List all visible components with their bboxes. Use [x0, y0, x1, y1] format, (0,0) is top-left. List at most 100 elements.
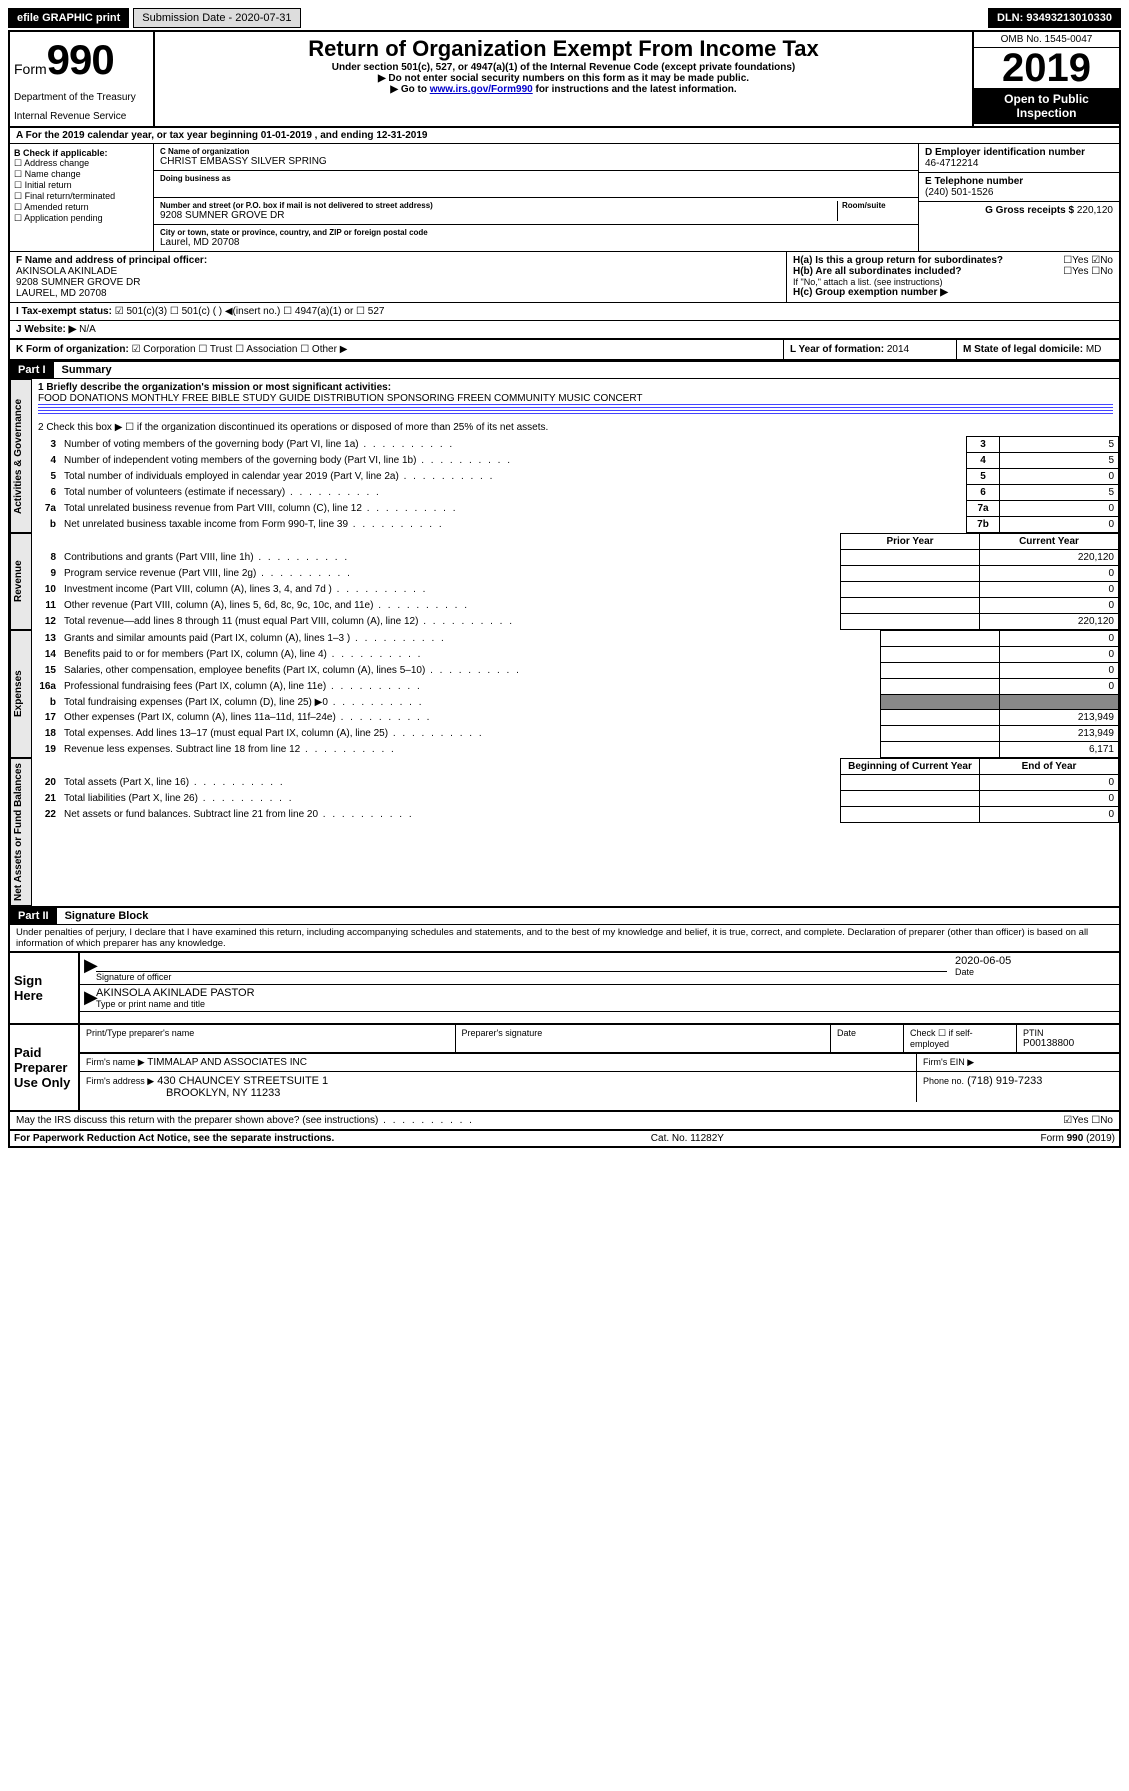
- vtab-expenses: Expenses: [10, 630, 32, 758]
- firm-phone-label: Phone no.: [923, 1076, 964, 1086]
- self-employed-check[interactable]: Check ☐ if self-employed: [910, 1028, 1010, 1049]
- h-b-label: H(b) Are all subordinates included?: [793, 266, 962, 277]
- discuss-label: May the IRS discuss this return with the…: [16, 1115, 378, 1126]
- box-b-title: B Check if applicable:: [14, 148, 149, 158]
- domicile: MD: [1086, 344, 1102, 355]
- part1-body: Activities & Governance 1 Briefly descri…: [10, 379, 1119, 533]
- org-name: CHRIST EMBASSY SILVER SPRING: [160, 156, 912, 167]
- h-a-label: H(a) Is this a group return for subordin…: [793, 255, 1003, 266]
- part1-badge: Part I: [10, 362, 54, 378]
- title-cell: Return of Organization Exempt From Incom…: [155, 32, 972, 126]
- vtab-governance: Activities & Governance: [10, 379, 32, 533]
- mission-label: 1 Briefly describe the organization's mi…: [38, 382, 1113, 393]
- dln-label: DLN: 93493213010330: [988, 8, 1121, 28]
- domicile-label: M State of legal domicile:: [963, 344, 1083, 355]
- h-c-label: H(c) Group exemption number ▶: [793, 287, 948, 298]
- box-b: B Check if applicable: ☐ Address change☐…: [10, 144, 154, 251]
- expenses-table: 13Grants and similar amounts paid (Part …: [32, 630, 1119, 758]
- row-a-period: A For the 2019 calendar year, or tax yea…: [10, 128, 1119, 144]
- city-state-zip: Laurel, MD 20708: [160, 237, 912, 248]
- ptin-value: P00138800: [1023, 1038, 1113, 1049]
- officer-name-title: AKINSOLA AKINLADE PASTOR: [96, 987, 1115, 999]
- dept-irs: Internal Revenue Service: [14, 111, 149, 122]
- dept-treasury: Department of the Treasury: [14, 92, 149, 103]
- firm-name: TIMMALAP AND ASSOCIATES INC: [147, 1057, 307, 1068]
- line2-checkbox[interactable]: 2 Check this box ▶ ☐ if the organization…: [32, 419, 1119, 436]
- box-b-option[interactable]: ☐ Application pending: [14, 213, 149, 224]
- tax-year: 2019: [974, 48, 1119, 88]
- discuss-yn[interactable]: ☑Yes ☐No: [1063, 1115, 1113, 1126]
- city-label: City or town, state or province, country…: [160, 228, 912, 237]
- box-b-option[interactable]: ☐ Initial return: [14, 180, 149, 191]
- instr-link[interactable]: www.irs.gov/Form990: [430, 84, 533, 95]
- submission-date-button[interactable]: Submission Date - 2020-07-31: [133, 8, 300, 28]
- dba-label: Doing business as: [160, 174, 912, 183]
- open-public-badge: Open to Public Inspection: [974, 88, 1119, 124]
- firm-addr2: BROOKLYN, NY 11233: [86, 1087, 280, 1099]
- sig-date-label: Date: [955, 967, 1115, 977]
- paid-preparer-section: Paid Preparer Use Only Print/Type prepar…: [10, 1023, 1119, 1110]
- part1-title: Summary: [54, 362, 120, 378]
- form-header: Form990 Department of the Treasury Inter…: [10, 32, 1119, 128]
- box-b-option[interactable]: ☐ Address change: [14, 158, 149, 169]
- vtab-netassets: Net Assets or Fund Balances: [10, 758, 32, 906]
- form-org-label: K Form of organization:: [16, 344, 129, 355]
- footer-form-num: 990: [1067, 1133, 1084, 1144]
- revenue-table: Prior YearCurrent Year8Contributions and…: [32, 533, 1119, 630]
- instr-ssn: ▶ Do not enter social security numbers o…: [163, 73, 964, 84]
- officer-name: AKINSOLA AKINLADE: [16, 266, 780, 277]
- room-label: Room/suite: [842, 201, 912, 210]
- main-title: Return of Organization Exempt From Incom…: [163, 36, 964, 62]
- ptin-label: PTIN: [1023, 1028, 1113, 1038]
- efile-button[interactable]: efile GRAPHIC print: [8, 8, 129, 28]
- form-number: 990: [47, 36, 114, 83]
- sig-date: 2020-06-05: [955, 955, 1115, 967]
- gross-label: G Gross receipts $: [985, 205, 1074, 216]
- firm-phone: (718) 919-7233: [967, 1075, 1042, 1087]
- vtab-revenue: Revenue: [10, 533, 32, 630]
- gross-value: 220,120: [1077, 205, 1113, 216]
- form-org-opts[interactable]: ☑ Corporation ☐ Trust ☐ Association ☐ Ot…: [132, 344, 348, 355]
- ein-label: D Employer identification number: [925, 147, 1113, 158]
- h-b-yn[interactable]: ☐Yes ☐No: [1063, 266, 1113, 277]
- box-b-option[interactable]: ☐ Final return/terminated: [14, 191, 149, 202]
- prep-name-label: Print/Type preparer's name: [86, 1028, 449, 1038]
- h-b-note: If "No," attach a list. (see instruction…: [793, 277, 1113, 287]
- pra-notice: For Paperwork Reduction Act Notice, see …: [14, 1133, 334, 1144]
- tax-status-opts[interactable]: ☑ 501(c)(3) ☐ 501(c) ( ) ◀(insert no.) ☐…: [115, 306, 385, 317]
- type-name-label: Type or print name and title: [96, 999, 1115, 1009]
- instr-goto: ▶ Go to www.irs.gov/Form990 for instruct…: [163, 84, 964, 95]
- sign-arrow-icon-2: ▶: [84, 987, 96, 1009]
- box-d-e-g: D Employer identification number 46-4712…: [918, 144, 1119, 251]
- box-b-option[interactable]: ☐ Amended return: [14, 202, 149, 213]
- paid-preparer-label: Paid Preparer Use Only: [10, 1025, 78, 1110]
- prep-sig-label: Preparer's signature: [462, 1028, 825, 1038]
- box-h: H(a) Is this a group return for subordin…: [786, 252, 1119, 302]
- year-formation-label: L Year of formation:: [790, 344, 884, 355]
- instr-post: for instructions and the latest informat…: [533, 84, 737, 95]
- section-b-through-g: B Check if applicable: ☐ Address change☐…: [10, 144, 1119, 252]
- phone-value: (240) 501-1526: [925, 187, 1113, 198]
- year-formation: 2014: [887, 344, 909, 355]
- prep-date-label: Date: [837, 1028, 897, 1038]
- box-b-option[interactable]: ☐ Name change: [14, 169, 149, 180]
- officer-city: LAUREL, MD 20708: [16, 288, 780, 299]
- box-f: F Name and address of principal officer:…: [10, 252, 786, 302]
- mission-text: FOOD DONATIONS MONTHLY FREE BIBLE STUDY …: [38, 393, 1113, 404]
- website-label: J Website: ▶: [16, 324, 76, 335]
- governance-table: 3Number of voting members of the governi…: [32, 436, 1119, 533]
- part2-title: Signature Block: [57, 908, 157, 924]
- box-c: C Name of organization CHRIST EMBASSY SI…: [154, 144, 918, 251]
- sign-arrow-icon: ▶: [84, 955, 96, 982]
- instr-pre: ▶ Go to: [390, 84, 429, 95]
- year-cell: OMB No. 1545-0047 2019 Open to Public In…: [972, 32, 1119, 126]
- perjury-text: Under penalties of perjury, I declare th…: [10, 925, 1119, 951]
- firm-ein-label: Firm's EIN ▶: [923, 1057, 974, 1067]
- sign-here-label: Sign Here: [10, 953, 78, 1023]
- part1-header: Part I Summary: [10, 361, 1119, 379]
- h-a-yn[interactable]: ☐Yes ☑No: [1063, 255, 1113, 266]
- phone-label: E Telephone number: [925, 176, 1113, 187]
- officer-addr: 9208 SUMNER GROVE DR: [16, 277, 780, 288]
- footer-year: 2019: [1089, 1133, 1111, 1144]
- footer-form: Form: [1041, 1133, 1067, 1144]
